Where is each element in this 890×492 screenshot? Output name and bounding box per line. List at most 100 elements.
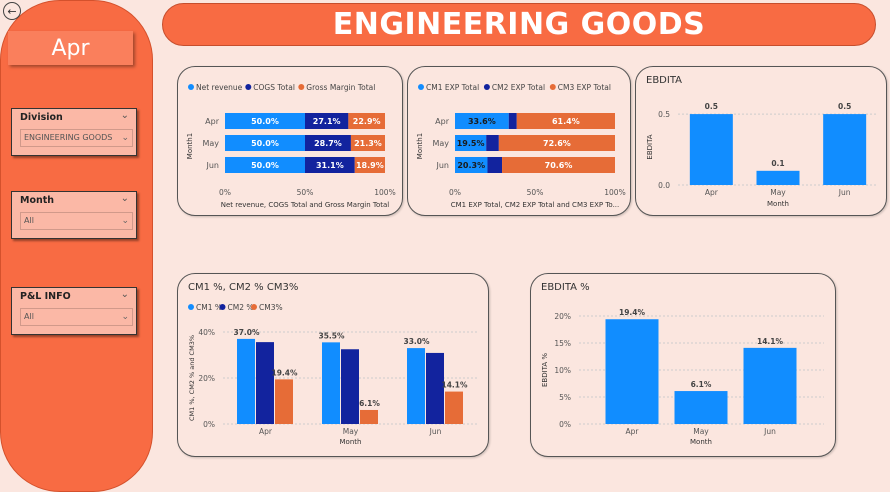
legend-marker (188, 304, 194, 310)
month-value: All (24, 216, 34, 225)
data-label: 18.9% (356, 161, 384, 170)
chart-card-ebdita[interactable]: EBDITA 0.5 0.0 0.5 Apr 0.1 May 0.5 Jun Month EBDI… (635, 66, 887, 216)
stacked-bar-segment (498, 135, 615, 151)
y-axis-label: Month1 (416, 133, 424, 159)
chart-title: EBDITA % (541, 282, 590, 293)
chart-card-revenue-cogs[interactable]: Net revenue COGS Total Gross Margin Total A… (177, 66, 403, 216)
x-tick-label: 100% (604, 188, 625, 197)
data-label: 72.6% (543, 139, 571, 148)
legend-label: CM1 % (196, 303, 222, 312)
data-label: 19.4% (619, 308, 646, 317)
category-label: Jun (206, 161, 220, 170)
slicer-month[interactable]: Month ⌄ All ⌄ (11, 191, 137, 239)
y-tick-label: 20% (554, 312, 571, 321)
data-label: 27.1% (313, 117, 341, 126)
ebdita-pct-chart: 20% 15% 10% 5% 0% 19.4% Apr 6.1% May 14.1% Jun Mont… (541, 308, 824, 446)
stacked-bar-segment (225, 113, 305, 129)
data-label: 6.1% (691, 380, 712, 389)
y-tick-label: 20% (198, 374, 215, 383)
category-label: May (432, 139, 449, 148)
division-dropdown[interactable]: ENGINEERING GOODS ⌄ (20, 129, 133, 147)
stacked-bar-segment (455, 135, 487, 151)
legend-marker (549, 84, 556, 90)
division-value: ENGINEERING GOODS (24, 133, 113, 142)
x-tick-label: 100% (374, 188, 395, 197)
category-label: May (202, 139, 219, 148)
bar (823, 114, 867, 185)
ebdita-chart: 0.5 0.0 0.5 Apr 0.1 May 0.5 Jun Month EBDITA (646, 102, 878, 208)
bar (275, 379, 293, 424)
bar (237, 338, 255, 424)
legend-marker (188, 84, 194, 90)
stacked-bar-segment (487, 157, 503, 173)
legend-label: Gross Margin Total (306, 83, 375, 92)
stacked-bar-segment (305, 135, 351, 151)
bar (674, 391, 728, 424)
back-arrow-icon[interactable]: ← (3, 2, 21, 20)
chart-card-cm-exp[interactable]: CM1 EXP Total CM2 EXP Total CM3 EXP Total A… (407, 66, 631, 216)
category-label: May (693, 427, 709, 436)
x-axis-label: Month (690, 438, 712, 446)
stacked-bar-segment (486, 135, 499, 151)
stacked-bar-segment (516, 113, 615, 129)
data-label: 21.3% (354, 139, 382, 148)
y-axis-label: EBDITA (646, 134, 654, 159)
legend-label: CM1 EXP Total (426, 83, 479, 92)
stacked-bar-segment (305, 113, 349, 129)
x-axis-label: Month (767, 200, 789, 208)
data-label: 6.1% (359, 399, 380, 408)
pl-info-dropdown[interactable]: All ⌄ (20, 308, 133, 326)
data-label: 19.5% (457, 139, 485, 148)
x-tick-label: 0% (449, 188, 461, 197)
slicer-pl-info[interactable]: P&L INFO ⌄ All ⌄ (11, 287, 137, 335)
page-title: ENGINEERING GOODS (332, 7, 706, 42)
bar (360, 409, 378, 424)
x-axis-label: Month (340, 438, 362, 446)
data-label: 33.6% (468, 117, 496, 126)
data-label: 31.1% (316, 161, 344, 170)
category-label: Apr (259, 427, 273, 436)
stacked-bar-segment (502, 157, 615, 173)
y-axis-label: CM1 %, CM2 % and CM3% (188, 335, 196, 421)
bar (689, 114, 733, 185)
data-label: 22.9% (353, 117, 381, 126)
category-label: Jun (763, 427, 776, 436)
legend-marker (251, 304, 257, 310)
data-label: 19.4% (271, 368, 298, 377)
chart-card-ebdita-pct[interactable]: EBDITA % 20% 15% 10% 5% 0% 19.4% Apr 6.1% May 14.… (530, 273, 836, 457)
legend-marker (483, 84, 490, 90)
stacked-bar-segment (225, 157, 305, 173)
chevron-down-icon[interactable]: ⌄ (120, 289, 129, 300)
category-label: Apr (626, 427, 640, 436)
y-axis-label: Month1 (186, 133, 194, 159)
month-dropdown[interactable]: All ⌄ (20, 212, 133, 230)
data-label: 0.5 (705, 102, 718, 111)
legend-marker (418, 84, 424, 90)
bar (756, 170, 800, 185)
category-label: Apr (205, 117, 220, 126)
pl-info-value: All (24, 312, 34, 321)
y-tick-label: 10% (554, 366, 571, 375)
chevron-down-icon[interactable]: ⌄ (120, 193, 129, 204)
category-label: May (343, 427, 359, 436)
slicer-division[interactable]: Division ⌄ ENGINEERING GOODS ⌄ (11, 108, 137, 156)
legend-label: CM2 EXP Total (492, 83, 545, 92)
category-label: Apr (705, 188, 719, 197)
legend-marker (298, 84, 305, 90)
chevron-down-icon: ⌄ (121, 133, 129, 143)
legend-label: CM3% (259, 303, 283, 312)
y-tick-label: 0% (559, 420, 571, 429)
cm-exp-chart: CM1 EXP Total CM2 EXP Total CM3 EXP Total A… (416, 83, 626, 209)
category-label: May (770, 188, 786, 197)
chart-card-cm-pct[interactable]: CM1 %, CM2 % CM3% CM1 % CM2 % CM3% 40% 20% 0%… (177, 273, 489, 457)
data-label: 35.5% (318, 331, 345, 340)
selected-month-card: Apr (8, 31, 133, 65)
bar (256, 342, 274, 424)
x-axis-label: Net revenue, COGS Total and Gross Margin… (221, 201, 390, 209)
sidebar (0, 0, 153, 492)
chevron-down-icon[interactable]: ⌄ (120, 110, 129, 121)
y-tick-label: 0.5 (658, 110, 670, 119)
y-tick-label: 5% (559, 393, 571, 402)
data-label: 0.5 (838, 102, 851, 111)
data-label: 33.0% (403, 337, 430, 346)
